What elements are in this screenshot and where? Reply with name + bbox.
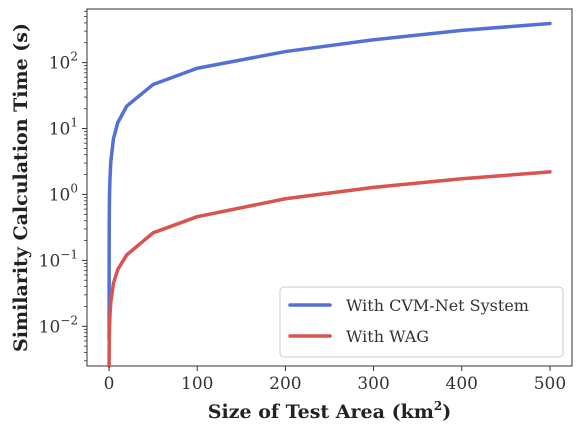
- y-tick-label: 10−1: [39, 247, 78, 271]
- y-tick-label: 102: [49, 50, 78, 74]
- x-tick-label: 200: [269, 374, 301, 394]
- series-line-with-cvm-net-system: [107, 21, 552, 341]
- y-tick-label: 100: [49, 181, 78, 205]
- x-tick-label: 500: [534, 374, 566, 394]
- series-line-with-wag: [107, 170, 552, 368]
- x-axis-title-superscript: 2: [434, 399, 442, 413]
- y-axis-title: Similarity Calculation Time (s): [10, 23, 32, 352]
- x-tick-label: 100: [181, 374, 213, 394]
- legend-label-cvm-net: With CVM-Net System: [346, 296, 529, 315]
- x-axis-ticks: 0 100 200 300 400 500: [104, 366, 566, 394]
- legend: With CVM-Net System With WAG: [279, 286, 564, 358]
- y-tick-label: 101: [49, 116, 78, 140]
- legend-box: [279, 286, 564, 358]
- x-tick-label: 0: [104, 374, 115, 394]
- series-layer: [107, 21, 552, 368]
- y-tick-label: 10−2: [39, 313, 78, 337]
- x-tick-label: 300: [357, 374, 389, 394]
- x-axis-title: Size of Test Area (km2): [208, 399, 451, 423]
- x-tick-label: 400: [446, 374, 478, 394]
- y-axis-ticks: 10−2 10−1 100 101 102: [39, 10, 87, 362]
- legend-label-wag: With WAG: [346, 327, 429, 346]
